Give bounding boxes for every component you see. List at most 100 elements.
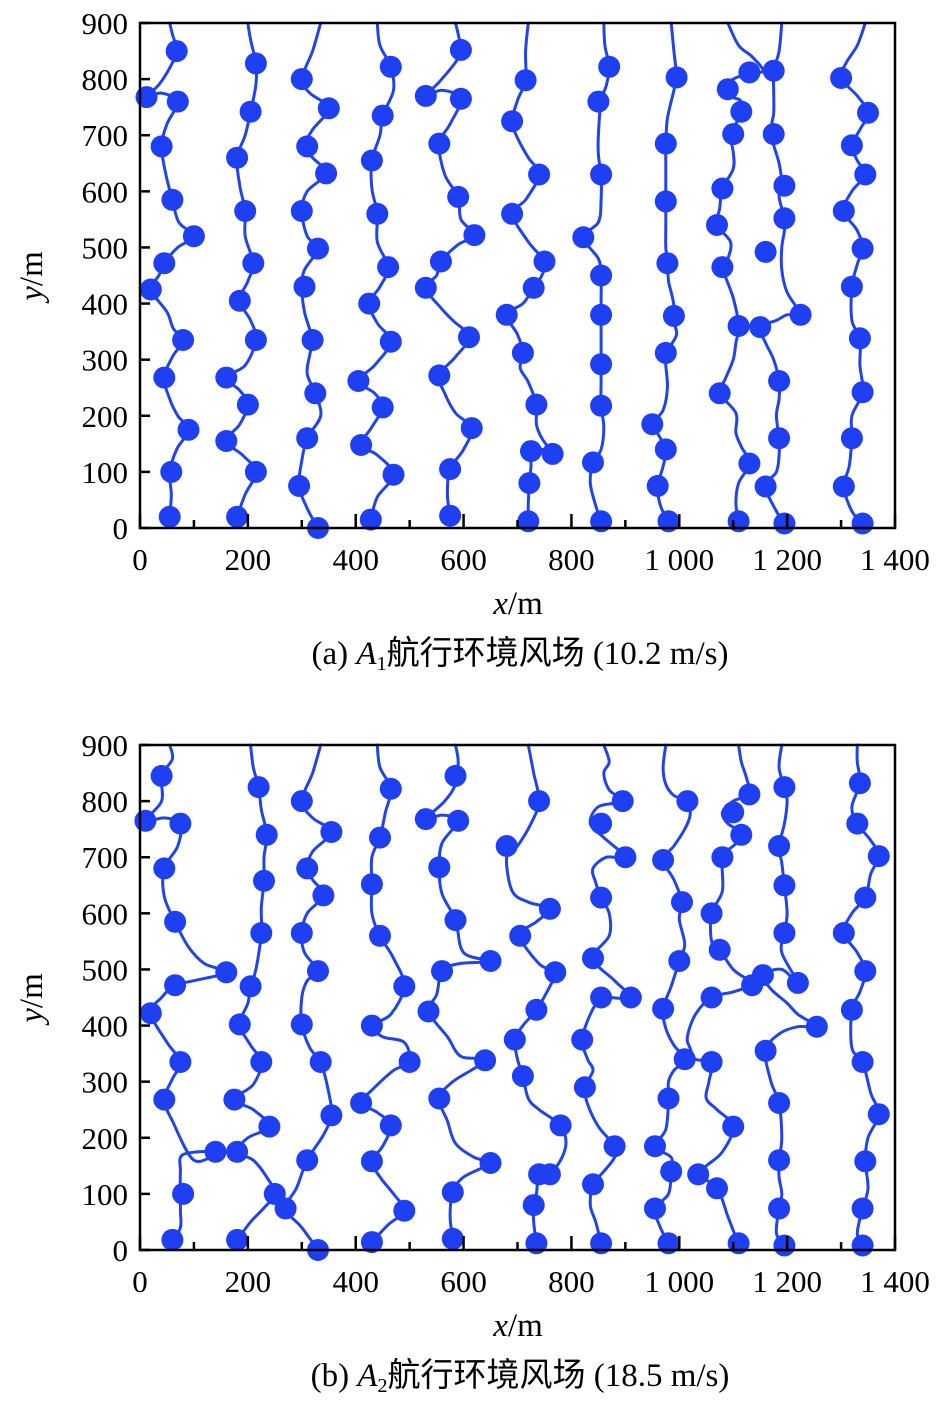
wind-field-chart-a1: 0 200 400 600 800 1 000 1 200 1 400 0 100 200 300 40… xyxy=(14,6,930,675)
y-tick-label: 100 xyxy=(82,455,129,490)
seed-point-66 xyxy=(549,1114,572,1137)
seed-point-117 xyxy=(851,512,874,535)
streamline-4 xyxy=(424,743,493,1241)
seed-point-5 xyxy=(139,1002,162,1025)
seed-point-110 xyxy=(738,783,761,806)
seed-point-103 xyxy=(730,100,753,123)
seed-point-92 xyxy=(654,190,677,213)
seed-point-41 xyxy=(350,1092,373,1114)
x-tick-label: 200 xyxy=(225,542,272,577)
seed-point-73 xyxy=(495,835,518,857)
seed-point-59 xyxy=(449,87,472,110)
tick-labels: 0 200 400 600 800 1 000 1 200 1 400 0 100 200 300 40… xyxy=(82,6,930,577)
seed-point-37 xyxy=(359,508,382,531)
seed-point-23 xyxy=(253,869,275,892)
seed-point-13 xyxy=(226,505,249,528)
seed-point-94 xyxy=(665,66,688,89)
x-tick-label: 400 xyxy=(332,542,379,577)
seed-point-15 xyxy=(215,430,238,452)
seed-point-70 xyxy=(533,250,556,273)
y-tick-label: 500 xyxy=(82,230,129,265)
seed-point-59 xyxy=(447,809,470,832)
x-tick-label: 1 200 xyxy=(752,1264,822,1299)
seed-point-115 xyxy=(754,1039,777,1062)
seed-point-29 xyxy=(301,329,324,351)
seed-point-12 xyxy=(165,40,188,63)
seed-point-107 xyxy=(711,846,734,869)
seed-point-84 xyxy=(614,846,637,869)
y-tick-label: 0 xyxy=(113,1233,129,1268)
seed-point-72 xyxy=(528,163,551,186)
seed-point-52 xyxy=(428,1087,451,1110)
seed-point-123 xyxy=(851,237,874,260)
seed-point-89 xyxy=(660,1160,683,1183)
seed-point-119 xyxy=(840,427,863,450)
axis-ticks xyxy=(138,21,897,530)
seed-point-61 xyxy=(449,38,472,61)
seed-point-87 xyxy=(654,438,677,461)
seed-point-128 xyxy=(840,998,863,1021)
x-tick-label: 0 xyxy=(132,1264,148,1299)
x-tick-label: 1 000 xyxy=(644,1264,714,1299)
seed-point-67 xyxy=(511,341,534,364)
seed-point-47 xyxy=(369,826,391,849)
x-tick-label: 1 200 xyxy=(752,542,822,577)
seed-point-24 xyxy=(244,52,267,75)
x-tick-label: 800 xyxy=(548,1264,595,1299)
seed-point-101 xyxy=(711,177,734,200)
seed-point-83 xyxy=(590,886,613,909)
seed-point-53 xyxy=(458,326,480,349)
seed-point-100 xyxy=(706,214,728,236)
seed-point-98 xyxy=(727,315,750,337)
y-axis-label: y/m xyxy=(14,973,50,1026)
y-tick-label: 500 xyxy=(82,952,129,987)
seed-point-27 xyxy=(296,427,319,450)
seed-point-6 xyxy=(153,252,176,275)
seed-point-91 xyxy=(657,1087,680,1110)
seed-point-48 xyxy=(379,777,402,800)
seed-point-73 xyxy=(501,110,524,133)
streamline-7 xyxy=(653,743,692,1245)
seed-point-120 xyxy=(851,381,874,404)
seed-point-24 xyxy=(255,823,278,846)
seed-point-81 xyxy=(572,226,595,249)
seed-point-36 xyxy=(290,68,313,91)
seed-point-69 xyxy=(525,998,548,1021)
y-tick-label: 200 xyxy=(82,399,129,434)
seed-point-1 xyxy=(172,1182,195,1205)
seed-point-58 xyxy=(428,132,451,155)
seed-point-85 xyxy=(590,812,613,835)
seed-point-127 xyxy=(851,1051,874,1073)
seed-point-4 xyxy=(169,1051,192,1073)
seed-point-89 xyxy=(654,341,677,364)
seed-point-16 xyxy=(236,393,259,416)
y-axis-label: y/m xyxy=(14,251,50,304)
seed-point-101 xyxy=(722,1115,745,1138)
seed-point-90 xyxy=(644,1135,666,1158)
seed-point-3 xyxy=(153,366,176,389)
seed-point-9 xyxy=(153,857,176,880)
seed-point-105 xyxy=(708,938,731,961)
seed-point-97 xyxy=(676,790,699,813)
seed-point-69 xyxy=(522,276,545,299)
seed-point-51 xyxy=(460,417,483,440)
seed-point-46 xyxy=(360,873,383,896)
seed-point-113 xyxy=(768,1149,791,1172)
x-tick-label: 1 400 xyxy=(860,1264,930,1299)
seed-point-32 xyxy=(290,200,313,222)
seed-point-31 xyxy=(307,960,329,983)
seed-point-117 xyxy=(751,964,774,987)
seed-point-122 xyxy=(773,776,796,799)
seed-point-50 xyxy=(439,458,462,481)
seed-point-42 xyxy=(398,1051,421,1073)
seed-point-107 xyxy=(754,475,777,498)
seed-point-97 xyxy=(708,382,731,405)
y-tick-label: 100 xyxy=(82,1177,129,1212)
seed-point-134 xyxy=(848,772,871,795)
seed-point-77 xyxy=(590,394,613,417)
seed-point-30 xyxy=(293,275,316,298)
seed-point-76 xyxy=(582,451,604,474)
seed-point-108 xyxy=(768,427,791,450)
streamline-9 xyxy=(761,743,819,1247)
seed-point-91 xyxy=(656,252,679,275)
